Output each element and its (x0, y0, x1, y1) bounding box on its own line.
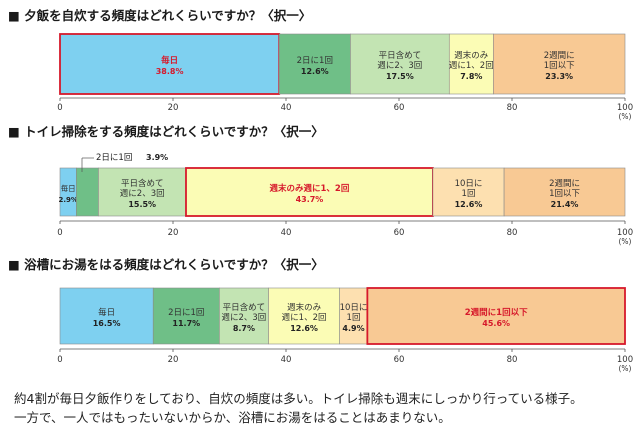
x-tick-label: 80 (507, 103, 518, 113)
x-tick-label: 0 (57, 355, 62, 365)
segment-label: 週に1、2回 (449, 61, 494, 71)
segment-label: 毎日 (61, 183, 76, 193)
x-tick-label: 40 (281, 355, 292, 365)
segment-label: 週末のみ (454, 50, 489, 61)
segment-label: 週に1、2回 (282, 313, 327, 323)
segment-value: 12.6% (455, 200, 483, 209)
x-tick-label: 80 (507, 355, 518, 365)
segment-value: 4.9% (342, 324, 364, 333)
x-tick-label: 100 (617, 103, 633, 113)
segment-label: 2日に1回 (297, 56, 333, 66)
segment-label: 10日に (340, 303, 368, 313)
segment-value: 7.8% (460, 72, 482, 81)
axis-unit: (%) (619, 237, 632, 246)
axis-unit: (%) (619, 364, 632, 373)
bar-segment (76, 167, 99, 217)
segment-label: 2日に1回 (96, 153, 132, 163)
segment-value: 12.6% (301, 67, 329, 76)
segment-label: 週末のみ (287, 302, 322, 313)
bar-segment (350, 33, 450, 95)
segment-value: 43.7% (296, 195, 324, 204)
segment-label: 週末のみ週に1、2回 (270, 183, 350, 194)
bar-segment (59, 33, 281, 95)
bar-segment (493, 33, 626, 95)
segment-label: 平日含めて (121, 178, 164, 189)
axis-unit: (%) (619, 112, 632, 121)
bar-segment (503, 167, 626, 217)
segment-value: 38.8% (156, 67, 184, 76)
segment-value: 23.3% (545, 72, 573, 81)
bar-segment (366, 287, 626, 345)
segment-value: 17.5% (386, 72, 414, 81)
segment-label: 1回以下 (549, 189, 580, 199)
segment-label: 1回 (462, 189, 476, 199)
segment-label: 毎日 (98, 307, 115, 318)
segment-label: 2週間に1回以下 (465, 308, 528, 318)
bar-segment (339, 287, 368, 345)
x-tick-label: 60 (394, 355, 405, 365)
chart-title-2: ■ 浴槽にお湯をはる頻度はどれくらいですか？〈択一〉 (8, 257, 324, 272)
x-tick-label: 20 (168, 103, 179, 113)
segment-label: 週に2、3回 (120, 189, 165, 199)
segment-label: 週に2、3回 (221, 313, 266, 323)
x-tick-label: 40 (281, 228, 292, 238)
bar-segment (219, 287, 269, 345)
segment-label: 1回 (347, 313, 361, 323)
caption-line-1: 約4割が毎日夕飯作りをしており、自炊の頻度は多い。トイレ掃除も週末にしっかり行っ… (14, 391, 583, 406)
bar-segment (185, 167, 434, 217)
segment-value: 11.7% (172, 319, 200, 328)
segment-value: 3.9% (146, 153, 168, 162)
segment-label: 2週間に (544, 51, 575, 61)
segment-value: 15.5% (128, 200, 156, 209)
segment-value: 8.7% (233, 324, 255, 333)
bar-segment (432, 167, 505, 217)
chart-title-1: ■ トイレ掃除をする頻度はどれくらいですか？〈択一〉 (8, 124, 324, 139)
bar-segment (278, 33, 351, 95)
segment-value: 45.6% (482, 319, 510, 328)
segment-value: 16.5% (93, 319, 121, 328)
x-tick-label: 0 (57, 103, 62, 113)
segment-label: 平日含めて (379, 50, 422, 61)
x-tick-label: 20 (168, 228, 179, 238)
x-tick-label: 40 (281, 103, 292, 113)
bar-segment (268, 287, 340, 345)
segment-label: 平日含めて (223, 302, 266, 313)
chart-title-0: ■ 夕飯を自炊する頻度はどれくらいですか？〈択一〉 (8, 8, 311, 23)
segment-value: 2.9% (58, 196, 77, 204)
x-tick-label: 80 (507, 228, 518, 238)
x-tick-label: 100 (617, 228, 633, 238)
segment-label: 週に2、3回 (377, 61, 422, 71)
bar-segment (152, 287, 220, 345)
x-tick-label: 0 (57, 228, 62, 238)
segment-value: 21.4% (551, 200, 579, 209)
bar-segment (59, 287, 154, 345)
x-tick-label: 60 (394, 228, 405, 238)
segment-label: 10日に (455, 179, 483, 189)
x-tick-label: 100 (617, 355, 633, 365)
segment-label: 2週間に (549, 179, 580, 189)
bar-segment (98, 167, 187, 217)
segment-value: 12.6% (290, 324, 318, 333)
segment-label: 毎日 (161, 55, 178, 66)
caption-line-2: 一方で、一人ではもったいないからか、浴槽にお湯をはることはあまりない。 (14, 410, 451, 425)
x-tick-label: 20 (168, 355, 179, 365)
segment-label: 1回以下 (544, 61, 575, 71)
bar-segment (448, 33, 494, 95)
segment-label: 2日に1回 (168, 308, 204, 318)
x-tick-label: 60 (394, 103, 405, 113)
